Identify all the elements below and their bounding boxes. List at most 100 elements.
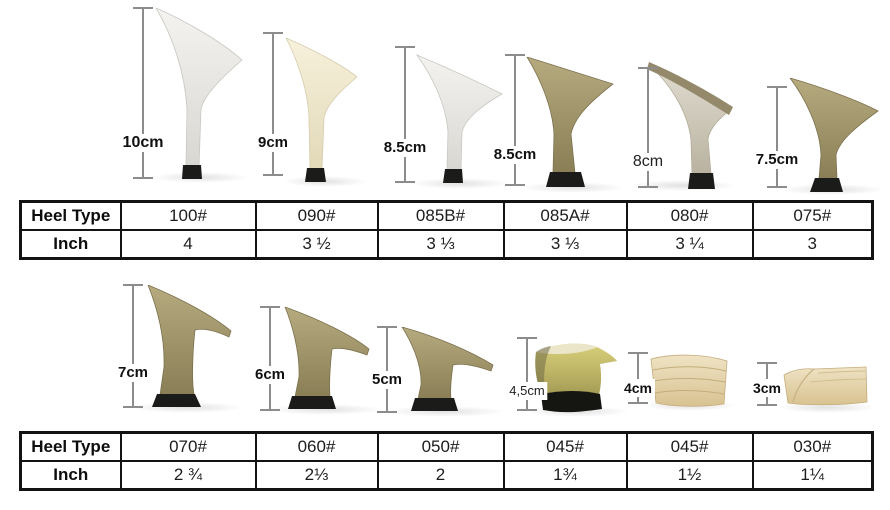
- heel-shadow: [385, 406, 505, 417]
- measure-7-5cm: 7.5cm: [752, 86, 802, 188]
- measure-8-5cm-a: 8.5cm: [490, 54, 540, 186]
- heel-shadow: [410, 178, 510, 189]
- measure-cap-bottom: [133, 177, 153, 179]
- measure-cap-top: [377, 326, 397, 328]
- heel-type-cell: 085B#: [376, 200, 505, 231]
- measure-7cm: 7cm: [114, 284, 152, 408]
- measure-cap-top: [123, 284, 143, 286]
- inch-cell: 2⅓: [254, 460, 379, 491]
- measure-label: 8.5cm: [490, 146, 540, 164]
- inch-cell: 3 ¼: [625, 229, 754, 260]
- measure-cap-bottom: [638, 186, 658, 188]
- measure-cap-bottom: [263, 174, 283, 176]
- measure-label: 6cm: [251, 366, 289, 384]
- heel-type-cell: 085A#: [502, 200, 628, 231]
- measure-cap-top: [517, 337, 537, 339]
- table-row: Inch 2 ¾ 2⅓ 2 1¾ 1½ 1¼: [19, 460, 874, 491]
- measure-cap-bottom: [767, 186, 787, 188]
- table-row: Inch 4 3 ½ 3 ⅓ 3 ⅓ 3 ¼ 3: [19, 229, 874, 260]
- measure-cap-bottom: [517, 409, 537, 411]
- inch-cell: 2 ¾: [119, 460, 257, 491]
- heel-type-cell: 100#: [119, 200, 257, 231]
- measure-6cm: 6cm: [251, 306, 289, 411]
- measure-cap-top: [638, 67, 658, 69]
- heel-type-cell: 045#: [502, 431, 628, 462]
- heel-type-cell: 090#: [254, 200, 379, 231]
- heel-type-cell: 030#: [751, 431, 874, 462]
- heel-type-cell: 080#: [625, 200, 754, 231]
- measure-cap-top: [628, 352, 648, 354]
- measure-label: 7cm: [114, 364, 152, 382]
- table-row: Heel Type 070# 060# 050# 045# 045# 030#: [19, 431, 874, 462]
- measure-label: 8.5cm: [380, 139, 430, 157]
- heel-photo-4cm-wood-wedge: [650, 354, 728, 407]
- top-spec-table: Heel Type 100# 090# 085B# 085A# 080# 075…: [19, 200, 874, 260]
- measure-cap-top: [395, 46, 415, 48]
- inch-cell: 1¼: [751, 460, 874, 491]
- heel-type-cell: 070#: [119, 431, 257, 462]
- measure-cap-top: [260, 306, 280, 308]
- measure-cap-top: [757, 362, 777, 364]
- heel-photo-6cm-khaki: [284, 307, 370, 409]
- measure-label: 4cm: [620, 379, 656, 397]
- inch-cell: 1¾: [502, 460, 628, 491]
- measure-cap-bottom: [628, 402, 648, 404]
- measure-label: 4,5cm: [506, 382, 548, 400]
- bottom-spec-table: Heel Type 070# 060# 050# 045# 045# 030# …: [19, 431, 874, 491]
- heel-photo-3cm-wood-wedge: [783, 366, 868, 406]
- measure-cap-bottom: [757, 404, 777, 406]
- measure-4-5cm: 4,5cm: [506, 337, 548, 411]
- measure-label: 9cm: [254, 134, 292, 152]
- measure-4cm: 4cm: [620, 352, 656, 404]
- measure-8cm: 8cm: [629, 67, 667, 188]
- measure-cap-top: [263, 32, 283, 34]
- inch-cell: 3: [751, 229, 874, 260]
- measure-9cm: 9cm: [254, 32, 292, 176]
- heel-type-cell: 060#: [254, 431, 379, 462]
- heel-shadow: [268, 404, 383, 415]
- heel-photo-8-5cm-khaki: [526, 57, 614, 187]
- measure-cap-bottom: [377, 411, 397, 413]
- heel-shadow: [628, 180, 738, 191]
- measure-3cm: 3cm: [749, 362, 785, 406]
- measure-cap-bottom: [260, 409, 280, 411]
- heel-type-cell: 075#: [751, 200, 874, 231]
- table-row: Heel Type 100# 090# 085B# 085A# 080# 075…: [19, 200, 874, 231]
- heel-photo-5cm-khaki: [401, 327, 494, 411]
- heel-shadow: [777, 402, 877, 413]
- heel-shadow: [520, 182, 625, 193]
- measure-cap-top: [505, 54, 525, 56]
- measure-cap-bottom: [123, 406, 143, 408]
- heel-photo-7cm-khaki: [147, 285, 232, 407]
- inch-cell: 3 ⅓: [502, 229, 628, 260]
- inch-cell: 2: [376, 460, 505, 491]
- measure-label: 5cm: [368, 371, 406, 389]
- heel-photo-9cm-cream: [285, 38, 358, 182]
- heel-photo-4-5cm-olive: [535, 343, 617, 413]
- heel-photo-8cm-two-tone: [647, 62, 733, 189]
- inch-cell: 1½: [625, 460, 754, 491]
- measure-cap-top: [767, 86, 787, 88]
- table-header-heel-type: Heel Type: [19, 200, 122, 231]
- measure-label: 3cm: [749, 379, 785, 397]
- table-header-inch: Inch: [19, 229, 122, 260]
- inch-cell: 4: [119, 229, 257, 260]
- measure-cap-bottom: [395, 181, 415, 183]
- measure-label: 8cm: [629, 153, 667, 171]
- measure-10cm: 10cm: [119, 7, 167, 179]
- inch-cell: 3 ⅓: [376, 229, 505, 260]
- heel-type-cell: 045#: [625, 431, 754, 462]
- measure-cap-bottom: [505, 184, 525, 186]
- measure-cap-top: [133, 7, 153, 9]
- measure-5cm: 5cm: [368, 326, 406, 413]
- heel-type-cell: 050#: [376, 431, 505, 462]
- heel-photo-8-5cm-white: [415, 54, 503, 183]
- table-header-heel-type: Heel Type: [19, 431, 122, 462]
- heel-shadow: [130, 402, 245, 413]
- inch-cell: 3 ½: [254, 229, 379, 260]
- heel-photo-7-5cm-khaki: [789, 78, 879, 192]
- measure-label: 10cm: [119, 134, 167, 152]
- heel-photo-10cm-white: [155, 8, 243, 179]
- table-header-inch: Inch: [19, 460, 122, 491]
